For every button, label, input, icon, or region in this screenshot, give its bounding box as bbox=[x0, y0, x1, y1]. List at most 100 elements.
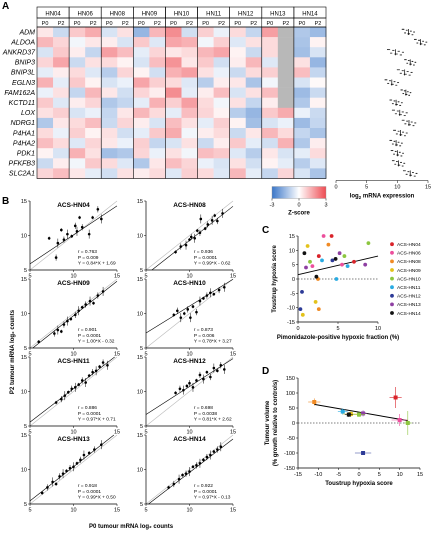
heatmap-cell bbox=[293, 67, 311, 78]
heatmap-cell bbox=[293, 27, 311, 38]
expression-dot bbox=[396, 53, 398, 55]
expression-dot bbox=[402, 152, 404, 154]
heatmap-cell bbox=[165, 107, 182, 119]
heatmap-cell bbox=[213, 57, 230, 68]
heatmap-cell bbox=[69, 97, 86, 109]
subplot-title: ACS-HN11 bbox=[57, 358, 90, 365]
expression-dot bbox=[402, 70, 404, 72]
expression-dot bbox=[395, 113, 397, 115]
y-tick-label: 5 bbox=[24, 268, 27, 274]
stat-label: P = 0.006 bbox=[194, 333, 215, 339]
heatmap-cell bbox=[197, 97, 214, 109]
expression-dot bbox=[404, 135, 406, 137]
expression-dot bbox=[391, 103, 393, 105]
legend-marker bbox=[390, 276, 394, 281]
data-point bbox=[300, 312, 305, 317]
x-tick-label: -5 bbox=[336, 472, 341, 478]
heatmap-cell bbox=[277, 107, 295, 119]
stat-label: r = 0.886 bbox=[78, 405, 97, 411]
data-point bbox=[66, 390, 70, 394]
heatmap-cell bbox=[101, 148, 118, 159]
heatmap-cell bbox=[133, 77, 150, 88]
data-point bbox=[72, 465, 75, 469]
stat-label: r = 0.873 bbox=[194, 327, 213, 333]
heatmap-cell bbox=[229, 138, 247, 149]
expression-dot bbox=[394, 140, 396, 142]
subplot-title: ACS-HN14 bbox=[173, 436, 206, 443]
heatmap-cell bbox=[53, 168, 70, 179]
expression-dot bbox=[401, 142, 403, 144]
heatmap-cell bbox=[133, 168, 150, 179]
data-point bbox=[94, 369, 98, 373]
heatmap-cell bbox=[309, 138, 327, 149]
passage-label: P0 bbox=[202, 21, 209, 27]
data-point bbox=[79, 458, 82, 462]
identity-line bbox=[29, 356, 118, 427]
heatmap-cell bbox=[53, 57, 70, 68]
heatmap-cell bbox=[213, 148, 230, 159]
data-point bbox=[176, 309, 179, 313]
data-point bbox=[184, 472, 188, 475]
data-point bbox=[209, 375, 212, 379]
x-tick-label: 5 bbox=[144, 508, 147, 514]
heatmap-cell bbox=[213, 47, 230, 58]
y-tick-label: 0 bbox=[292, 277, 295, 283]
x-tick-label: 10 bbox=[70, 352, 76, 358]
expression-dot bbox=[395, 161, 398, 163]
heatmap-cell bbox=[85, 158, 102, 169]
expression-dot bbox=[398, 69, 400, 71]
heatmap-cell bbox=[197, 87, 214, 98]
data-point bbox=[337, 251, 342, 256]
data-point bbox=[219, 445, 223, 449]
heatmap-cell bbox=[309, 67, 327, 78]
expression-dot bbox=[398, 151, 400, 153]
heatmap-cell bbox=[197, 67, 214, 78]
stat-label: Y = 0.84*X + 1.69 bbox=[78, 261, 116, 267]
heatmap-cell bbox=[85, 37, 102, 48]
legend-label: ACS-HN12 bbox=[397, 294, 421, 300]
stat-label: r = 0.698 bbox=[194, 405, 213, 411]
data-point bbox=[191, 386, 195, 389]
data-point bbox=[93, 448, 96, 451]
expression-dot bbox=[411, 174, 413, 176]
panel-label-c: C bbox=[262, 225, 269, 236]
expression-dot bbox=[399, 164, 401, 166]
y-tick-label: -5 bbox=[290, 291, 295, 297]
heatmap-cell bbox=[293, 77, 311, 88]
heatmap-cell bbox=[149, 87, 166, 98]
expression-dot bbox=[392, 83, 394, 85]
expression-dot bbox=[392, 143, 394, 145]
expression-dot bbox=[400, 102, 402, 104]
stat-label: r = 0.922 bbox=[194, 483, 213, 489]
y-tick-label: 5 bbox=[24, 502, 27, 508]
expression-dot bbox=[418, 39, 420, 41]
gene-label: PDK1 bbox=[17, 150, 35, 157]
data-point bbox=[314, 274, 319, 279]
expression-dot bbox=[391, 99, 393, 101]
expression-dot bbox=[394, 129, 397, 131]
data-point bbox=[73, 313, 77, 317]
heatmap-cell bbox=[229, 158, 247, 169]
expression-dot bbox=[407, 120, 409, 122]
gene-label: PFKFB3 bbox=[9, 161, 36, 168]
expression-dot bbox=[398, 141, 400, 143]
expression-dot bbox=[395, 150, 397, 152]
gene-label: EGLN3 bbox=[12, 80, 35, 87]
expression-dot bbox=[398, 82, 400, 84]
heatmap-cell bbox=[133, 37, 150, 48]
expression-dot bbox=[400, 161, 402, 163]
heatmap-cell bbox=[165, 128, 182, 139]
expression-dot bbox=[421, 43, 423, 45]
data-point bbox=[202, 377, 205, 381]
heatmap-cell bbox=[197, 37, 214, 48]
subplot-title: ACS-HN09 bbox=[57, 280, 90, 287]
x-tick-label: -15 bbox=[294, 472, 302, 478]
expression-dot bbox=[395, 133, 397, 135]
hypoxia-score-vs-pimonidazole-plot: -15 -10 -5 0 5 10 15 0 5 10 Pimonidazole-positive … bbox=[272, 234, 421, 341]
heatmap-cell bbox=[133, 158, 150, 169]
expression-dot bbox=[405, 29, 407, 31]
expression-dot bbox=[405, 59, 407, 61]
data-point bbox=[60, 228, 63, 232]
heatmap-cell bbox=[293, 37, 311, 48]
data-point bbox=[221, 212, 224, 215]
